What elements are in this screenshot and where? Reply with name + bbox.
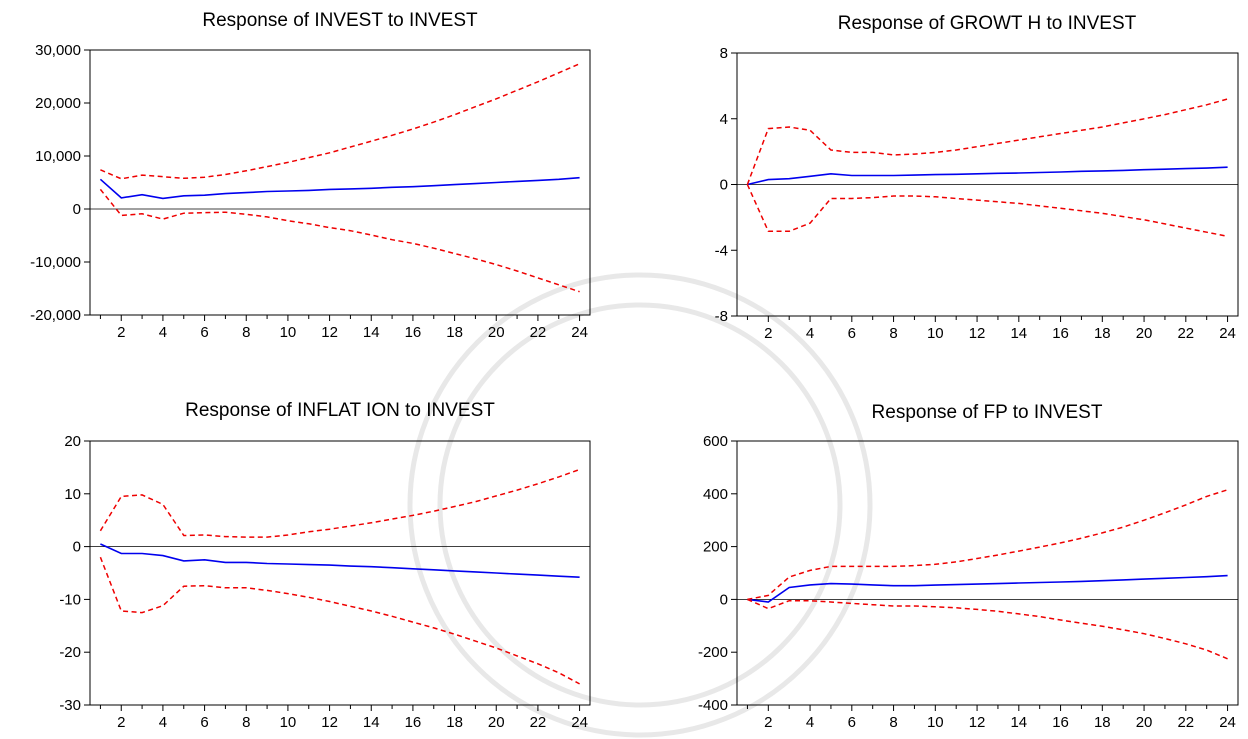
x-tick-label-inflation: 10 xyxy=(280,714,297,731)
x-tick-label-inflation: 20 xyxy=(488,714,505,731)
x-tick-label-inflation: 14 xyxy=(363,714,380,731)
watermark-seal xyxy=(407,272,873,738)
x-tick-label-invest: 6 xyxy=(200,324,208,341)
y-tick-label-fp: 600 xyxy=(703,433,728,450)
x-tick-label-inflation: 2 xyxy=(117,714,125,731)
plot-frame-fp xyxy=(736,440,1239,706)
y-tick-label-invest: -20,000 xyxy=(30,307,81,324)
y-tick-label-inflation: 0 xyxy=(73,539,81,556)
panel-title-growth: Response of GROWT H to INVEST xyxy=(838,13,1137,34)
y-tick-label-inflation: -10 xyxy=(59,591,81,608)
y-tick-label-growth: -4 xyxy=(715,242,728,259)
panel-title-inflation: Response of INFLAT ION to INVEST xyxy=(185,400,495,421)
x-tick-label-fp: 20 xyxy=(1136,714,1153,731)
x-tick-label-growth: 4 xyxy=(806,325,814,342)
y-tick-label-inflation: -20 xyxy=(59,644,81,661)
y-tick-label-invest: 0 xyxy=(73,201,81,218)
x-tick-label-fp: 12 xyxy=(969,714,986,731)
x-tick-label-fp: 24 xyxy=(1219,714,1236,731)
y-tick-label-invest: 30,000 xyxy=(35,42,81,59)
series-upper-line-inflation xyxy=(99,468,580,538)
x-tick-label-growth: 8 xyxy=(889,325,897,342)
x-tick-label-growth: 22 xyxy=(1177,325,1194,342)
x-tick-label-invest: 10 xyxy=(280,324,297,341)
y-tick-label-inflation: 20 xyxy=(64,433,81,450)
x-tick-label-invest: 16 xyxy=(405,324,422,341)
y-tick-label-invest: 10,000 xyxy=(35,148,81,165)
series-response-line-invest xyxy=(99,176,580,200)
y-tick-label-fp: -400 xyxy=(698,697,728,714)
x-tick-label-invest: 22 xyxy=(530,324,547,341)
y-tick-label-fp: 200 xyxy=(703,539,728,556)
y-tick-label-growth: 8 xyxy=(720,45,728,62)
series-upper-line-invest xyxy=(100,63,580,180)
x-tick-label-fp: 8 xyxy=(889,714,897,731)
x-tick-label-inflation: 4 xyxy=(159,714,167,731)
x-tick-label-growth: 16 xyxy=(1052,325,1069,342)
x-tick-label-fp: 4 xyxy=(806,714,814,731)
x-tick-label-inflation: 22 xyxy=(530,714,547,731)
y-tick-label-fp: -200 xyxy=(698,644,728,661)
x-tick-label-invest: 2 xyxy=(117,324,125,341)
x-tick-label-inflation: 16 xyxy=(405,714,422,731)
panel-inflation: Response of INFLAT ION to INVEST -30 -20 -1… xyxy=(59,400,591,731)
series-upper-line-fp xyxy=(747,489,1228,601)
x-tick-label-fp: 16 xyxy=(1052,714,1069,731)
y-tick-label-growth: -8 xyxy=(715,308,728,325)
x-tick-label-fp: 18 xyxy=(1094,714,1111,731)
panel-title-invest: Response of INVEST to INVEST xyxy=(202,10,478,31)
series-response-line-inflation xyxy=(100,543,580,578)
x-tick-label-invest: 24 xyxy=(571,324,588,341)
x-tick-label-growth: 24 xyxy=(1219,325,1236,342)
series-upper-line-growth xyxy=(746,98,1228,185)
x-tick-label-inflation: 24 xyxy=(571,714,588,731)
plot-frame-invest xyxy=(89,49,591,316)
x-tick-label-fp: 22 xyxy=(1177,714,1194,731)
x-tick-label-invest: 18 xyxy=(446,324,463,341)
x-tick-label-inflation: 18 xyxy=(446,714,463,731)
plot-frame-inflation xyxy=(89,440,591,706)
x-tick-label-growth: 10 xyxy=(927,325,944,342)
x-tick-label-inflation: 6 xyxy=(200,714,208,731)
y-tick-label-growth: 0 xyxy=(720,177,728,194)
x-tick-label-invest: 14 xyxy=(363,324,380,341)
series-response-line-fp xyxy=(747,574,1228,603)
x-tick-label-growth: 14 xyxy=(1010,325,1027,342)
x-tick-label-growth: 6 xyxy=(848,325,856,342)
series-lower-line-growth xyxy=(746,184,1228,238)
series-lower-line-inflation xyxy=(99,556,580,685)
x-tick-label-invest: 12 xyxy=(321,324,338,341)
x-tick-label-growth: 18 xyxy=(1094,325,1111,342)
x-tick-label-invest: 8 xyxy=(242,324,250,341)
x-tick-label-growth: 12 xyxy=(969,325,986,342)
y-tick-label-invest: -10,000 xyxy=(30,254,81,271)
y-tick-label-inflation: -30 xyxy=(59,697,81,714)
x-tick-label-invest: 20 xyxy=(488,324,505,341)
x-tick-label-fp: 10 xyxy=(927,714,944,731)
y-tick-label-invest: 20,000 xyxy=(35,95,81,112)
x-tick-label-invest: 4 xyxy=(159,324,167,341)
y-tick-label-fp: 0 xyxy=(720,591,728,608)
x-tick-label-growth: 20 xyxy=(1136,325,1153,342)
x-tick-label-inflation: 8 xyxy=(242,714,250,731)
panel-invest: Response of INVEST to INVEST -20,000 -10,0… xyxy=(30,10,591,341)
x-tick-label-fp: 2 xyxy=(764,714,772,731)
y-tick-label-inflation: 10 xyxy=(64,486,81,503)
x-tick-label-fp: 6 xyxy=(848,714,856,731)
panel-fp: Response of FP to INVEST -400 -200 0 200 400 6… xyxy=(698,402,1239,731)
y-tick-label-growth: 4 xyxy=(720,111,728,128)
panel-title-fp: Response of FP to INVEST xyxy=(872,402,1103,423)
y-tick-label-fp: 400 xyxy=(703,486,728,503)
series-lower-line-invest xyxy=(99,188,580,293)
x-tick-label-inflation: 12 xyxy=(321,714,338,731)
series-response-line-growth xyxy=(747,166,1228,186)
x-tick-label-growth: 2 xyxy=(764,325,772,342)
x-tick-label-fp: 14 xyxy=(1010,714,1027,731)
